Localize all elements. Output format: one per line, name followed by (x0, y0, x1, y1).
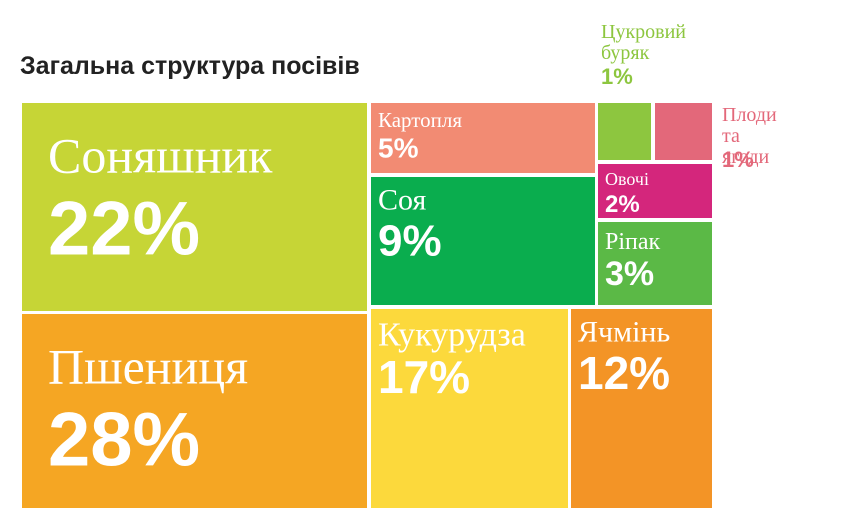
category-label-line: Плоди (722, 104, 777, 126)
category-label-line: Цукровий (601, 21, 686, 43)
treemap-cell (571, 309, 712, 508)
value-label: 2% (605, 191, 640, 218)
value-label: 5% (378, 133, 419, 164)
treemap-cell (22, 103, 367, 311)
value-label: 1% (722, 147, 754, 172)
value-label: 17% (378, 351, 470, 403)
value-label: 28% (48, 398, 200, 483)
category-label-line: та (722, 125, 740, 147)
treemap-cell (371, 103, 595, 173)
value-label: 3% (605, 255, 654, 293)
category-label: Соя (378, 184, 426, 217)
treemap-cell (371, 177, 595, 305)
value-label: 12% (578, 347, 670, 399)
category-label-line: буряк (601, 42, 650, 64)
treemap-cell (598, 164, 712, 218)
category-label: Ячмінь (578, 316, 670, 349)
value-label: 1% (601, 64, 633, 89)
category-label: Картопля (378, 108, 462, 132)
category-label: Овочі (605, 169, 649, 189)
category-label: Соняшник (48, 128, 273, 184)
category-label-line: ягоди (722, 146, 770, 168)
chart-title: Загальна структура посівів (20, 52, 360, 80)
value-label: 22% (48, 187, 200, 272)
category-label: Ріпак (605, 229, 661, 255)
category-label: Кукурудза (378, 316, 526, 353)
treemap-cell (22, 314, 367, 508)
category-label: Пшениця (48, 339, 248, 395)
category-label: Цукровий буряк (601, 21, 686, 64)
value-label: 9% (378, 216, 442, 265)
treemap-cell (371, 309, 568, 508)
category-label: Плоди та ягоди (722, 104, 777, 168)
treemap-cell (655, 103, 712, 160)
treemap-cell (598, 222, 712, 305)
treemap-cell (598, 103, 651, 160)
